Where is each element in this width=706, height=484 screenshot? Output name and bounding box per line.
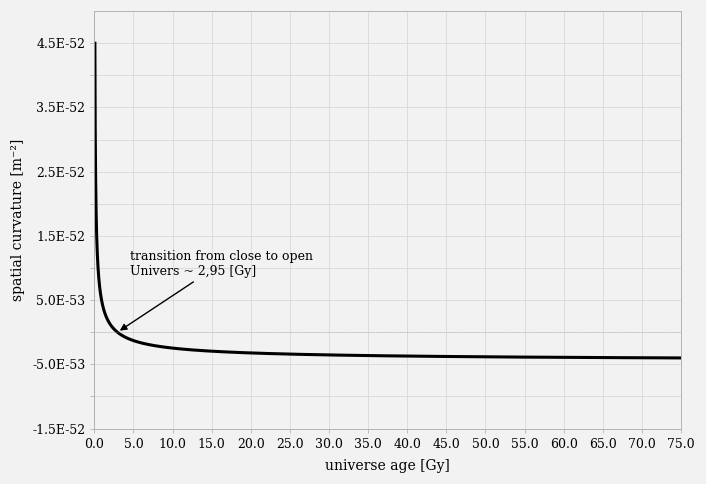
Y-axis label: spatial curvature [m⁻²]: spatial curvature [m⁻²] xyxy=(11,138,25,301)
Text: transition from close to open
Univers ~ 2,95 [Gy]: transition from close to open Univers ~ … xyxy=(121,250,313,330)
X-axis label: universe age [Gy]: universe age [Gy] xyxy=(325,459,450,473)
